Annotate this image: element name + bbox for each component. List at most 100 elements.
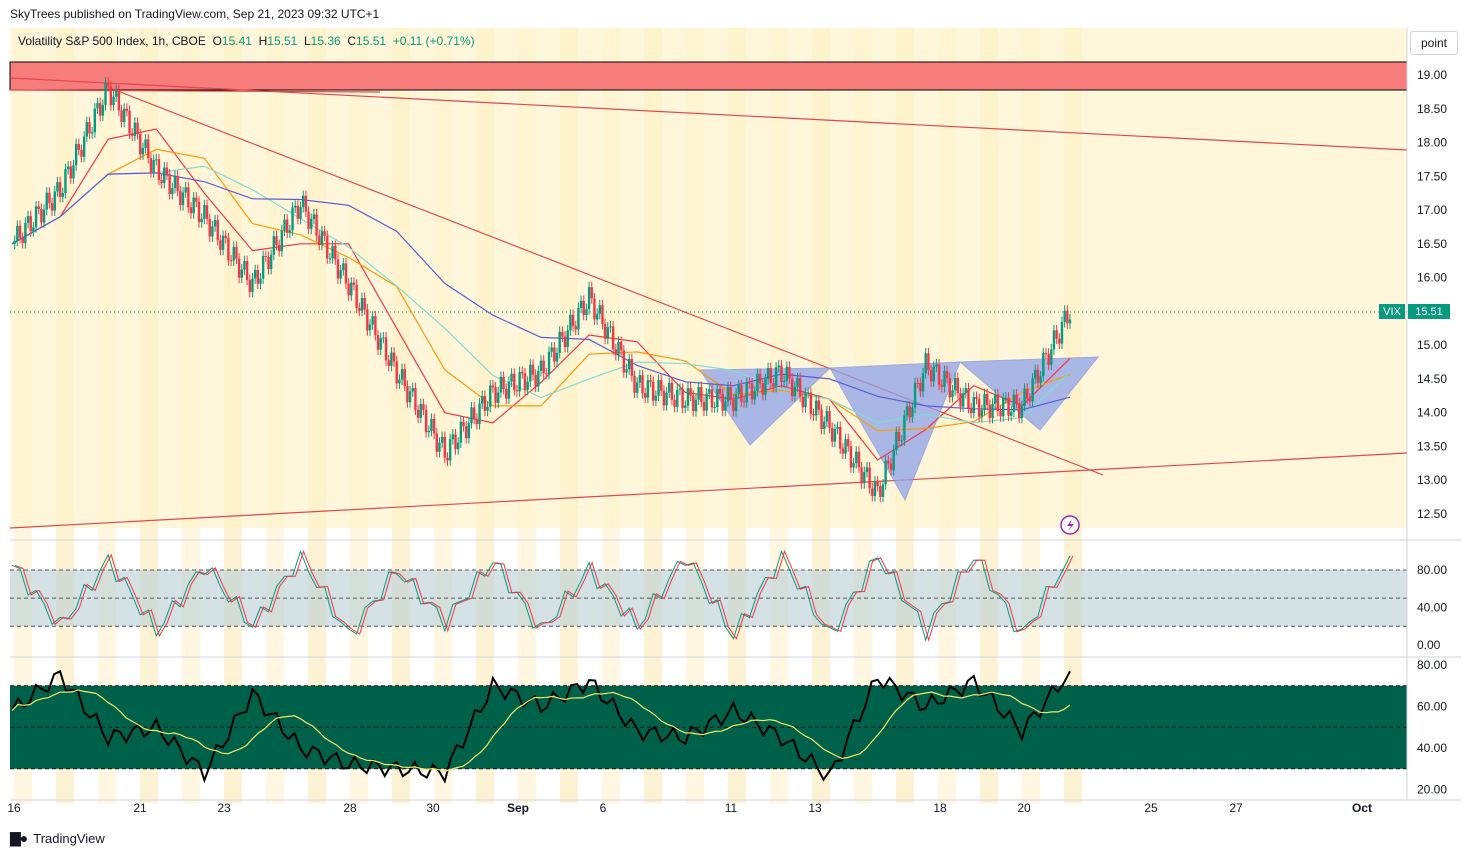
- candle-body: [940, 384, 943, 387]
- candle-body: [876, 481, 879, 487]
- price-axis[interactable]: 19.00 18.50 18.00 17.50 17.00 16.50 16.00 15.00…: [10, 28, 1461, 801]
- price-tick-label: 14.50: [1417, 372, 1447, 386]
- candle-body: [590, 287, 593, 299]
- candle-body: [670, 382, 674, 400]
- open-value: 15.41: [221, 34, 252, 48]
- candle-body: [48, 192, 51, 204]
- candle-body: [587, 287, 591, 310]
- candle-body: [905, 406, 909, 416]
- time-tick-label: Oct: [1352, 801, 1372, 815]
- pattern-triangle: [958, 356, 1100, 431]
- candle-body: [1020, 405, 1024, 419]
- candle-body: [267, 256, 270, 269]
- price-tick-label: 18.00: [1417, 136, 1447, 150]
- time-tick-label: 27: [1229, 801, 1243, 815]
- candle-body: [657, 379, 660, 396]
- candle-body: [887, 460, 890, 464]
- candle-body: [74, 144, 78, 166]
- candle-body: [897, 431, 901, 441]
- time-tick-label: 21: [133, 801, 147, 815]
- candle-body: [283, 219, 286, 231]
- candle-body: [371, 316, 374, 325]
- candle-body: [1018, 403, 1021, 419]
- candle-body: [737, 385, 740, 394]
- candle-body: [374, 316, 377, 336]
- candle-body: [534, 374, 537, 387]
- candle-body: [24, 222, 27, 244]
- candle-body: [128, 110, 131, 134]
- candle-body: [521, 371, 524, 374]
- candle-body: [216, 220, 219, 241]
- scale-mode-button[interactable]: point: [1410, 31, 1458, 55]
- price-tick-label: 13.50: [1417, 439, 1447, 453]
- moving-average-line: [11, 172, 1071, 411]
- time-axis[interactable]: 16 21 23 28 30 Sep 6 11 13 18 20 25 27 Oct: [7, 801, 1372, 815]
- lightning-icon[interactable]: [1060, 515, 1080, 535]
- candle-body: [42, 209, 46, 223]
- candle-body: [697, 387, 700, 400]
- candle-body: [585, 309, 588, 315]
- candle-body: [729, 387, 732, 401]
- candle-body: [416, 409, 420, 418]
- candle-body: [935, 364, 938, 367]
- price-tick-label: 12.50: [1417, 507, 1447, 521]
- candle-body: [171, 188, 174, 195]
- candle-body: [884, 460, 887, 485]
- candle-body: [684, 405, 687, 408]
- candle-body: [788, 366, 791, 379]
- candle-body: [478, 403, 481, 425]
- candle-body: [347, 283, 350, 296]
- price-tick-label: 17.50: [1417, 169, 1447, 183]
- candle-body: [432, 418, 436, 434]
- candle-body: [112, 96, 115, 106]
- candle-body: [977, 398, 981, 417]
- candle-body: [390, 352, 393, 366]
- candle-body: [304, 195, 308, 212]
- candle-body: [499, 376, 503, 393]
- candle-body: [868, 467, 871, 489]
- candle-body: [782, 380, 786, 383]
- candle-body: [251, 278, 254, 292]
- candle-body: [117, 90, 121, 111]
- price-tick-label: 16.50: [1417, 237, 1447, 251]
- candle-body: [1028, 398, 1032, 402]
- candle-body: [793, 386, 797, 397]
- candle-body: [259, 278, 262, 284]
- candle-body: [865, 467, 869, 473]
- candle-body: [56, 182, 59, 192]
- candle-body: [456, 442, 460, 450]
- candle-body: [264, 255, 268, 257]
- candle-body: [88, 122, 91, 134]
- candle-body: [879, 486, 882, 497]
- candle-body: [34, 206, 38, 228]
- candle-body: [302, 195, 305, 208]
- candle-body: [1047, 353, 1050, 365]
- candle-body: [686, 388, 690, 406]
- candle-body: [133, 122, 137, 136]
- candle-body: [203, 205, 206, 219]
- candle-body: [582, 300, 585, 315]
- candlesticks: [13, 77, 1072, 503]
- candle-body: [702, 401, 706, 411]
- candle-body: [120, 110, 123, 122]
- candle-body: [470, 407, 473, 424]
- candle-body: [555, 352, 559, 362]
- candle-body: [403, 369, 406, 386]
- candle-body: [627, 358, 631, 370]
- candle-body: [785, 366, 788, 381]
- candle-body: [392, 352, 396, 362]
- time-tick-label: 18: [933, 801, 947, 815]
- stoch-tick-label: 0.00: [1417, 638, 1441, 652]
- symbol-legend[interactable]: Volatility S&P 500 Index, 1h, CBOE O15.4…: [18, 34, 475, 48]
- candle-body: [975, 396, 978, 399]
- candle-body: [101, 105, 105, 116]
- candle-body: [350, 282, 353, 296]
- candle-body: [299, 207, 302, 219]
- candle-body: [764, 379, 767, 395]
- rsi-ma-line: [11, 689, 1071, 772]
- last-price-value: 15.51: [1415, 306, 1443, 318]
- candle-body: [387, 360, 390, 366]
- tradingview-logo[interactable]: ▇● TradingView: [10, 830, 105, 847]
- candle-body: [197, 201, 201, 223]
